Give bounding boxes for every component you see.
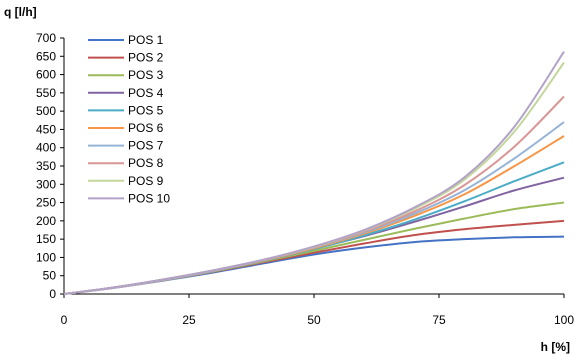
series-line-pos-1 [63,235,565,295]
y-tick-label: 350 [36,159,56,173]
series-line-pos-10 [63,50,565,295]
legend-label: POS 2 [128,51,164,65]
legend-label: POS 7 [128,139,164,153]
legend-label: POS 5 [128,103,164,117]
x-tick-label: 50 [307,313,321,327]
y-tick-label: 550 [36,86,56,100]
x-tick-label: 25 [182,313,196,327]
y-tick-label: 450 [36,122,56,136]
y-tick-label: 100 [36,250,56,264]
y-tick-label: 50 [43,269,57,283]
y-tick-label: 650 [36,49,56,63]
legend-label: POS 8 [128,156,164,170]
y-tick-label: 500 [36,104,56,118]
legend-label: POS 4 [128,86,164,100]
y-tick-label: 150 [36,232,56,246]
legend-label: POS 9 [128,174,164,188]
legend-label: POS 10 [128,191,170,205]
y-axis-title: q [l/h] [4,5,37,19]
y-tick-label: 200 [36,214,56,228]
legend-label: POS 3 [128,68,164,82]
y-tick-label: 400 [36,141,56,155]
x-tick-label: 75 [432,313,446,327]
x-axis-title: h [%] [541,340,570,354]
y-tick-label: 0 [49,287,56,301]
y-tick-label: 300 [36,177,56,191]
y-tick-label: 250 [36,196,56,210]
legend-label: POS 1 [128,33,164,47]
y-tick-label: 600 [36,68,56,82]
legend-label: POS 6 [128,121,164,135]
y-tick-label: 700 [36,31,56,45]
x-tick-label: 0 [61,313,68,327]
x-tick-label: 100 [554,313,574,327]
